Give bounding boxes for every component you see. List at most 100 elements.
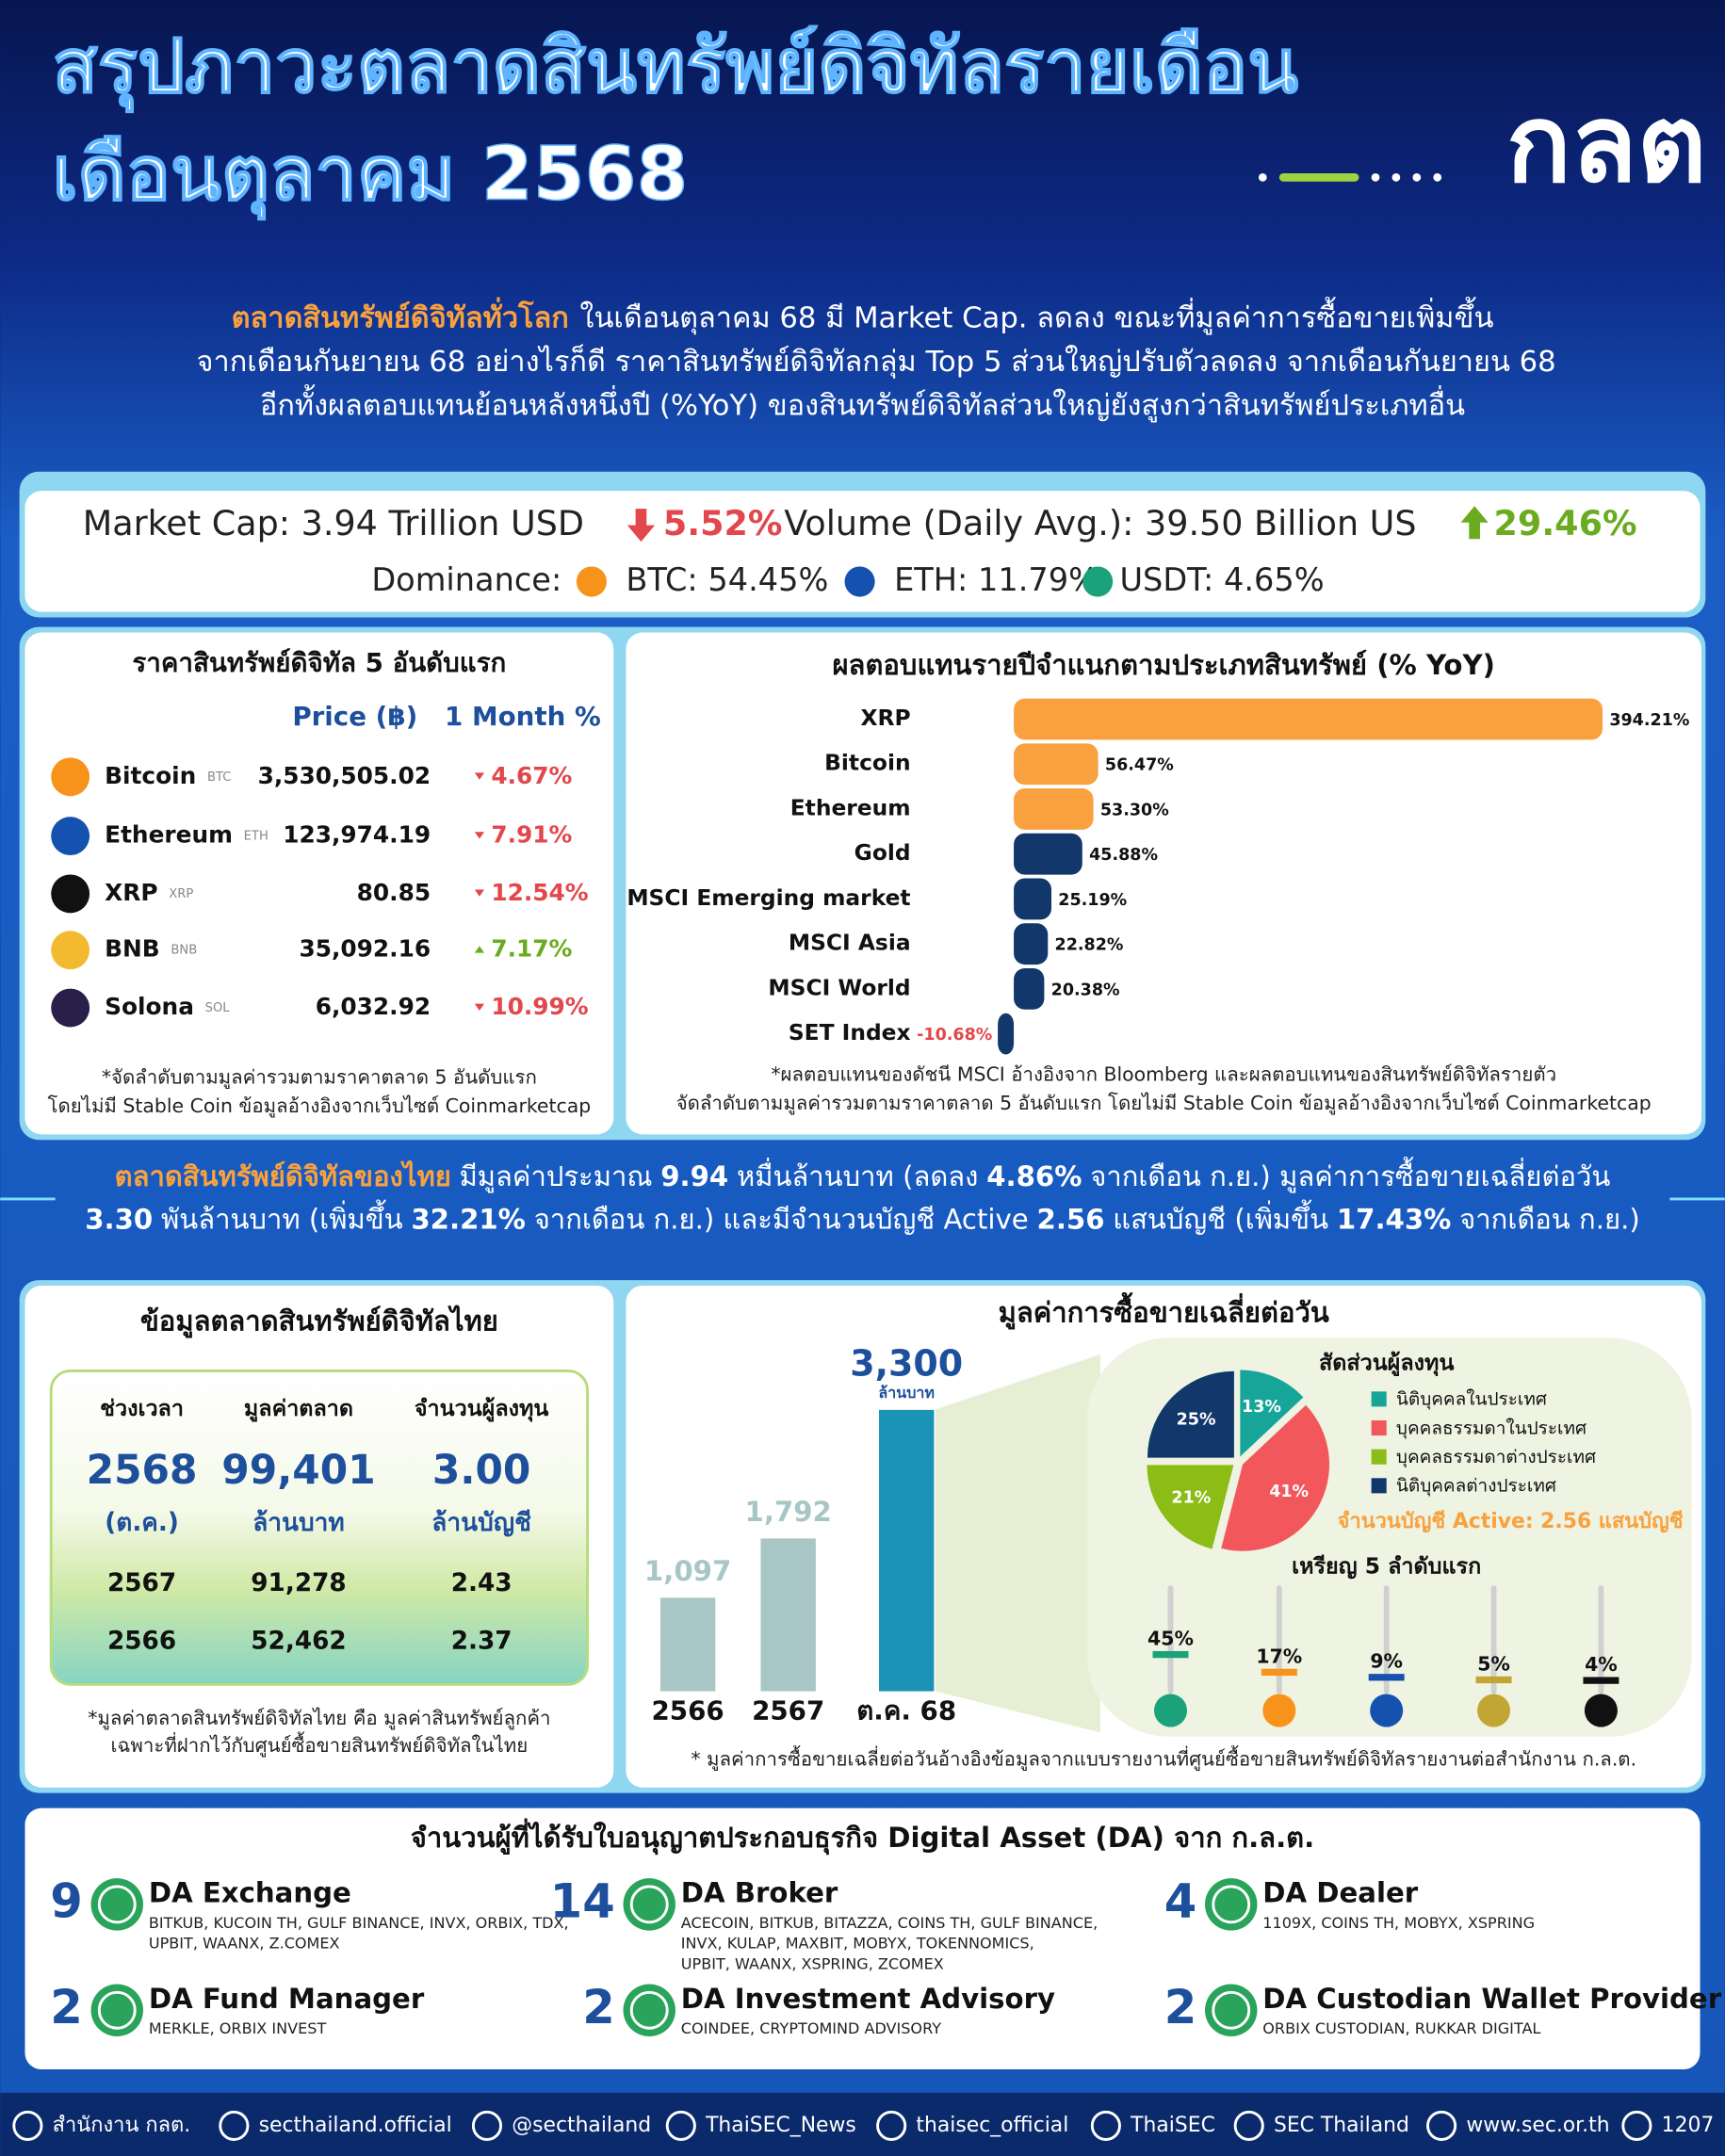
marker bbox=[1261, 1668, 1297, 1677]
column-header: Price (฿) bbox=[292, 701, 417, 732]
pie-slice bbox=[1240, 1370, 1304, 1457]
value-label: 22.82% bbox=[1055, 936, 1124, 955]
down-arrow bbox=[627, 509, 656, 543]
column-header: มูลค่าตลาด bbox=[244, 1395, 353, 1422]
license-icon-ring bbox=[629, 1885, 669, 1924]
value-label: 25.19% bbox=[1058, 891, 1127, 910]
footer-icon bbox=[1426, 2110, 1457, 2141]
bar bbox=[659, 1597, 716, 1692]
table-cell: 2.43 bbox=[451, 1569, 513, 1597]
footer-icon bbox=[876, 2110, 907, 2141]
summary-line: ตลาดสินทรัพย์ดิจิทัลทั่วโลก ในเดือนตุลาคม… bbox=[232, 296, 1494, 335]
note: *ผลตอบแทนของดัชนี MSCI อ้างอิงจาก Bloomb… bbox=[771, 1063, 1556, 1086]
note: โดยไม่มี Stable Coin ข้อมูลอ้างอิงจากเว็… bbox=[48, 1094, 592, 1118]
summary-segment: 3.30 bbox=[85, 1203, 153, 1235]
bar bbox=[760, 1538, 816, 1692]
dominance-item: USDT: 4.65% bbox=[1119, 561, 1324, 598]
value-label: 1,097 bbox=[644, 1555, 731, 1587]
column-header: ช่วงเวลา bbox=[100, 1395, 184, 1421]
summary-text: ในเดือนตุลาคม 68 มี Market Cap. ลดลง ขณะ… bbox=[580, 296, 1494, 335]
coin-name: Solona bbox=[105, 993, 194, 1020]
current-unit: (ต.ค.) bbox=[105, 1509, 179, 1537]
summary-segment: 2.56 bbox=[1037, 1203, 1105, 1235]
column-header: 1 Month % bbox=[445, 701, 601, 732]
volume-change: 29.46% bbox=[1494, 503, 1637, 543]
coin-name: Solona SOL bbox=[105, 993, 230, 1020]
legend-swatch bbox=[1371, 1449, 1387, 1465]
license-icon-ring bbox=[97, 1990, 137, 2030]
footer-item: 1207 bbox=[1662, 2114, 1715, 2137]
investor-panel bbox=[1086, 1337, 1692, 1737]
change-arrow bbox=[474, 889, 485, 897]
footer-item: ThaiSEC bbox=[1130, 2114, 1215, 2137]
change-arrow bbox=[474, 772, 485, 780]
license-members: COINDEE, CRYPTOMIND ADVISORY bbox=[681, 2019, 941, 2037]
note: จัดลำดับตามมูลค่ารวมตามราคาตลาด 5 อันดับ… bbox=[676, 1091, 1652, 1115]
category-label: XRP bbox=[860, 705, 910, 731]
market-cap-change: 5.52% bbox=[663, 503, 783, 543]
value-label: 4% bbox=[1585, 1653, 1618, 1676]
category-label: 2567 bbox=[752, 1694, 824, 1726]
section-title: จำนวนผู้ที่ได้รับใบอนุญาตประกอบธุรกิจ Di… bbox=[411, 1818, 1314, 1855]
unit-label: ล้านบาท bbox=[878, 1384, 935, 1402]
summary-highlight: ตลาดสินทรัพย์ดิจิทัลทั่วโลก bbox=[232, 297, 569, 334]
thai-summary-line: ตลาดสินทรัพย์ดิจิทัลของไทย มีมูลค่าประมาณ… bbox=[115, 1157, 1611, 1193]
change: 12.54% bbox=[491, 879, 588, 906]
license-members: BITKUB, KUCOIN TH, GULF BINANCE, INVX, O… bbox=[149, 1914, 569, 1932]
value-label: 56.47% bbox=[1105, 756, 1174, 775]
price: 80.85 bbox=[357, 879, 431, 906]
summary-segment: มีมูลค่าประมาณ bbox=[460, 1160, 653, 1193]
note: * มูลค่าการซื้อขายเฉลี่ยต่อวันอ้างอิงข้อ… bbox=[691, 1745, 1636, 1772]
current-unit: ล้านบัญชี bbox=[431, 1509, 531, 1537]
coin-icon bbox=[51, 931, 90, 970]
footer-icon bbox=[219, 2110, 250, 2141]
title: เดือนตุลาคม 2568 bbox=[53, 130, 689, 219]
price: 6,032.92 bbox=[316, 993, 431, 1020]
market-cap: Market Cap: 3.94 Trillion USD bbox=[83, 503, 584, 543]
summary-segment: พันล้านบาท (เพิ่มขึ้น bbox=[161, 1199, 403, 1235]
slice-label: 25% bbox=[1177, 1410, 1216, 1429]
legend-swatch bbox=[1371, 1419, 1387, 1436]
marker bbox=[1583, 1677, 1619, 1684]
coin-icon bbox=[1477, 1694, 1511, 1727]
coin-name: BNB bbox=[105, 935, 160, 963]
footer-item: secthailand.official bbox=[259, 2114, 452, 2137]
value-label: 1,792 bbox=[745, 1496, 832, 1528]
yoy-panel bbox=[626, 632, 1701, 1135]
note: *จัดลำดับตามมูลค่ารวมตามราคาตลาด 5 อันดั… bbox=[102, 1066, 537, 1090]
coin-symbol: SOL bbox=[205, 1001, 231, 1015]
license-members: ACECOIN, BITKUB, BITAZZA, COINS TH, GULF… bbox=[681, 1914, 1098, 1932]
marker bbox=[1152, 1650, 1189, 1659]
slice-label: 41% bbox=[1269, 1483, 1309, 1501]
dominance-label: Dominance: bbox=[371, 561, 561, 598]
table-cell: 2.37 bbox=[451, 1628, 513, 1656]
dominance-item: ETH: 11.79% bbox=[894, 561, 1098, 598]
license-members: UPBIT, WAANX, Z.COMEX bbox=[149, 1935, 340, 1953]
summary-segment: จากเดือน ก.ย.) bbox=[1459, 1203, 1640, 1235]
coin-icon bbox=[844, 566, 875, 597]
license-members: ORBIX CUSTODIAN, RUKKAR DIGITAL bbox=[1262, 2019, 1540, 2037]
bar bbox=[1014, 878, 1052, 920]
coin-icon bbox=[1262, 1694, 1296, 1727]
legend-label: นิติบุคคลต่างประเทศ bbox=[1396, 1476, 1556, 1498]
top5-panel bbox=[24, 632, 614, 1135]
callout bbox=[935, 1354, 1101, 1733]
change: 7.91% bbox=[491, 821, 572, 849]
coin-icon bbox=[51, 874, 90, 914]
change-arrow bbox=[474, 946, 485, 953]
license-name: DA Investment Advisory bbox=[681, 1983, 1055, 2015]
up-arrow bbox=[1460, 506, 1489, 540]
value-label: 3,300 bbox=[850, 1343, 963, 1385]
chart-title: เหรียญ 5 ลำดับแรก bbox=[1292, 1553, 1481, 1580]
license-icon-ring bbox=[97, 1885, 137, 1924]
change: 4.67% bbox=[491, 762, 572, 789]
footer-icon bbox=[12, 2110, 43, 2141]
category-label: ต.ค. 68 bbox=[856, 1694, 956, 1726]
value-label: 17% bbox=[1256, 1645, 1302, 1667]
stats-panel bbox=[24, 491, 1701, 612]
chart-title: ผลตอบแทนรายปีจำแนกตามประเภทสินทรัพย์ (% … bbox=[832, 649, 1494, 681]
license-members: MERKLE, ORBIX INVEST bbox=[149, 2019, 327, 2037]
column-header: จำนวนผู้ลงทุน bbox=[415, 1395, 549, 1422]
price: 3,530,505.02 bbox=[258, 762, 431, 789]
value-label: 394.21% bbox=[1609, 711, 1689, 730]
